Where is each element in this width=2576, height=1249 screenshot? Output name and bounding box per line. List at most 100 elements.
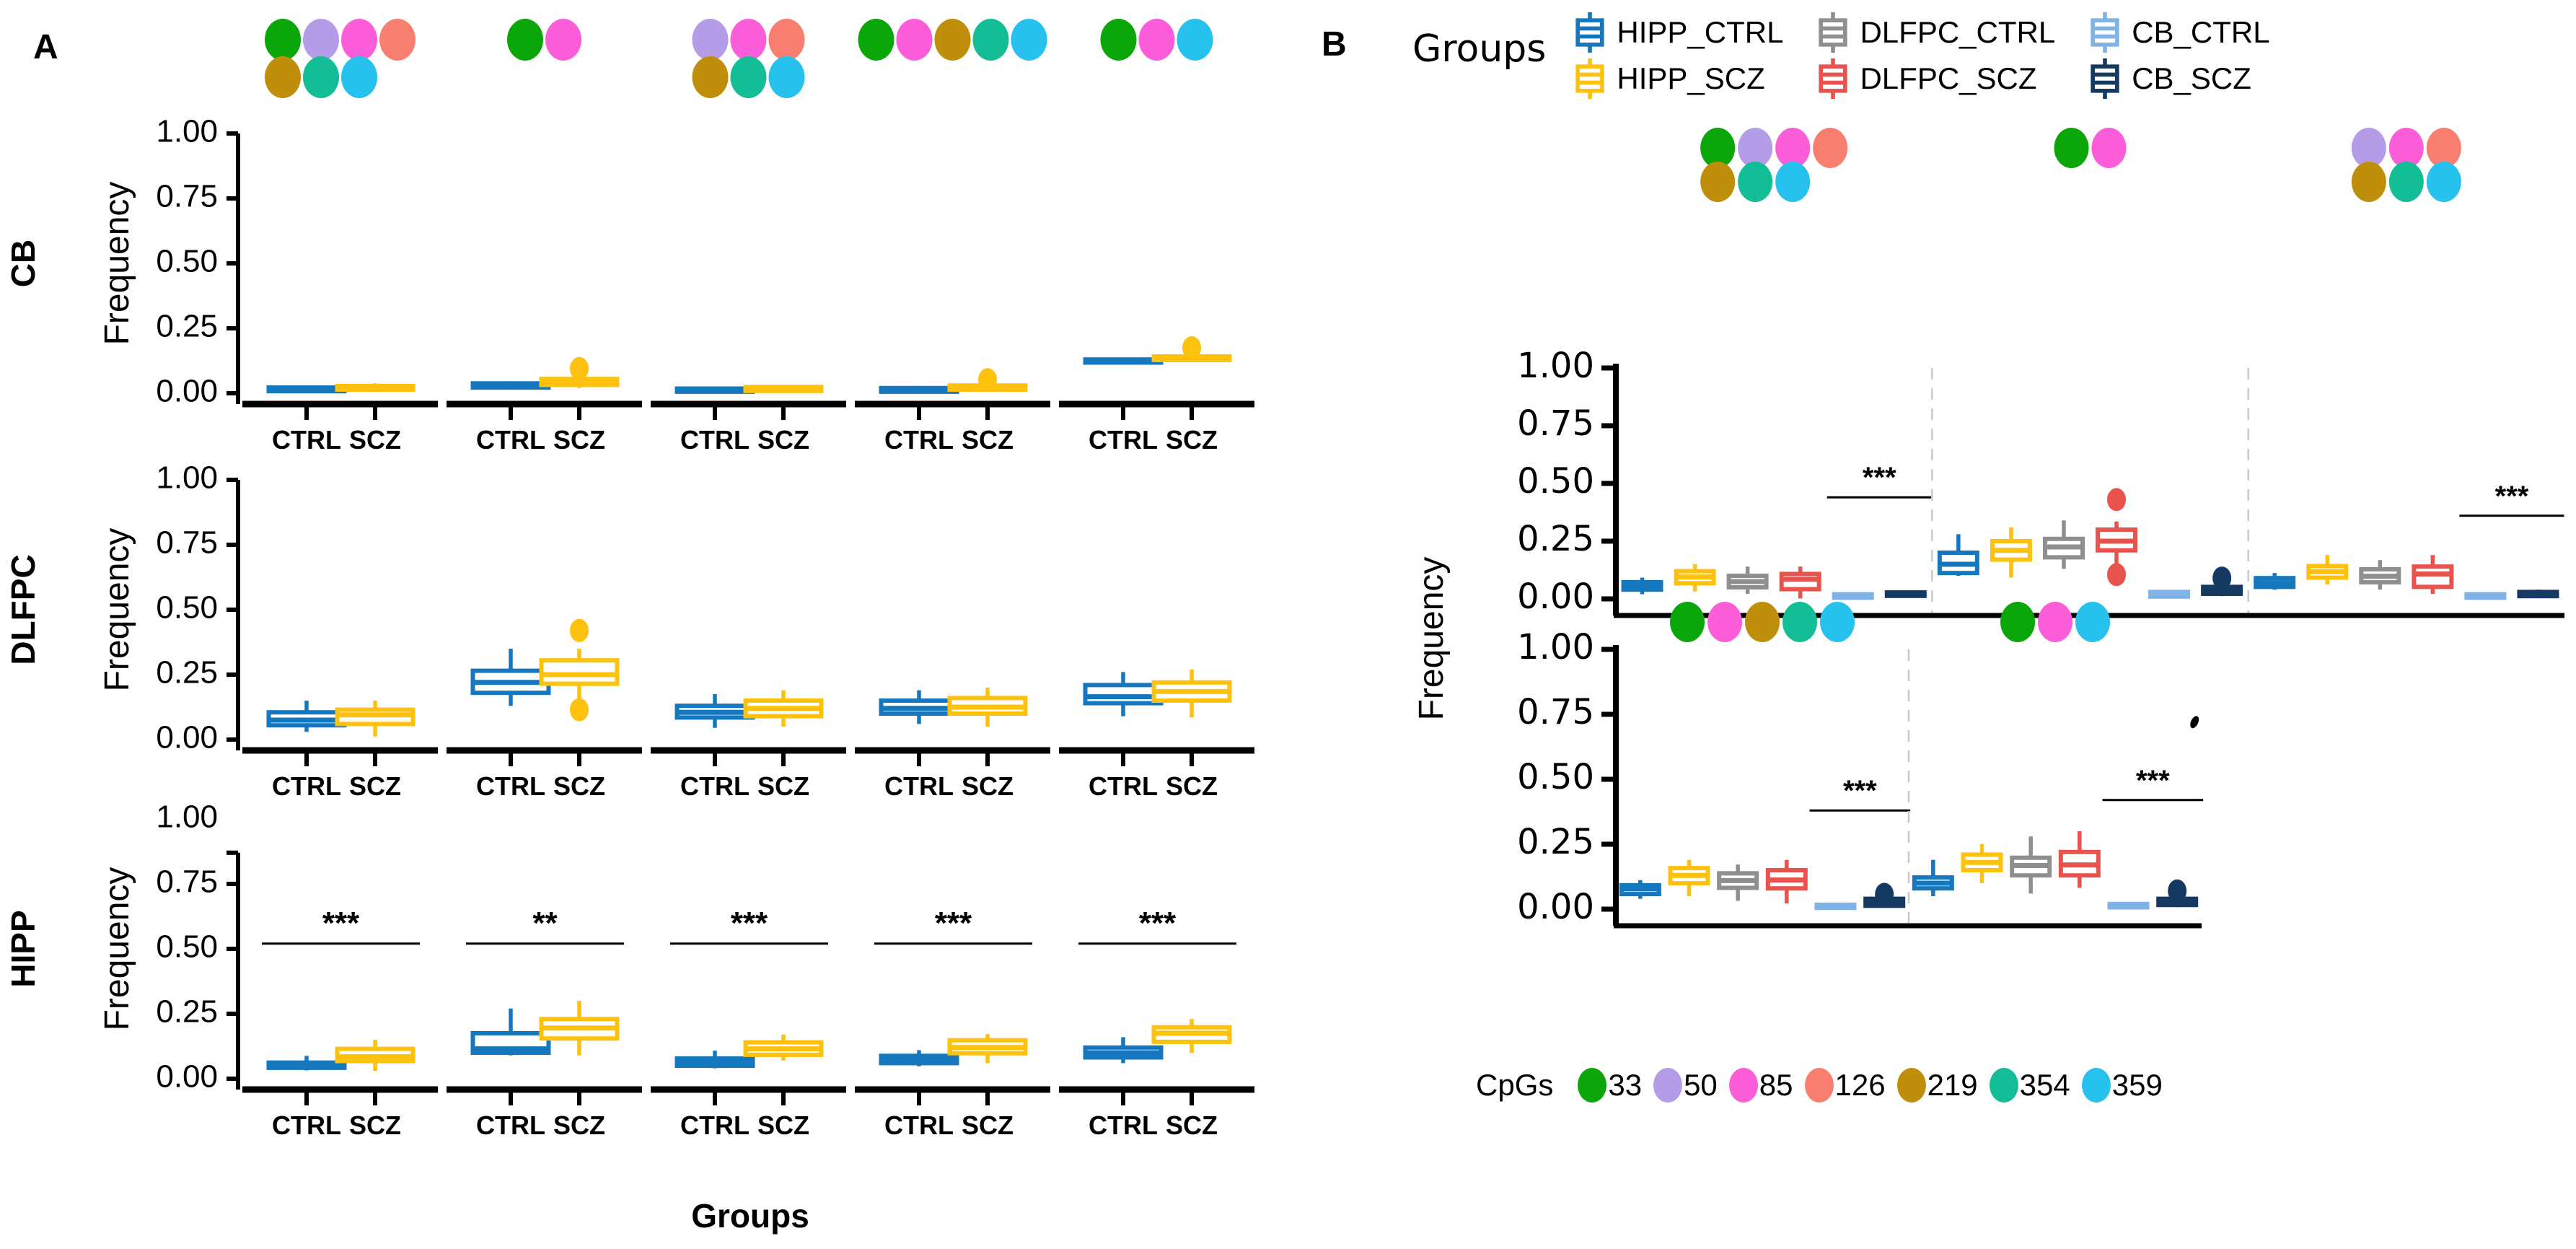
x-tick-label: CTRL (884, 771, 954, 801)
x-tick-label: SCZ (349, 1110, 401, 1140)
cpg-dot-33-icon (1100, 19, 1137, 61)
boxplot-CTRL (879, 690, 959, 724)
boxplot-DLFPC_CTRL (2042, 520, 2085, 569)
stray-mark (2190, 716, 2199, 729)
y-tick-label: 0.00 (1517, 577, 1594, 617)
cpgs-legend-title: CpGs (1476, 1068, 1554, 1102)
y-tick-label: 0.75 (156, 864, 218, 900)
row-label: HIPP (4, 910, 42, 987)
y-tick-label: 0.00 (156, 720, 218, 755)
cpg-dot-33-icon (507, 19, 543, 61)
boxplot-CTRL (674, 386, 755, 394)
panel-a-row-DLFPC: DLFPC Frequency 1.00 0.75 0.50 0.25 0.00 CTRL SC… (4, 460, 1254, 801)
significance-stars: *** (1863, 462, 1896, 494)
y-tick-label: 0.25 (1517, 519, 1594, 559)
x-tick-label: SCZ (349, 771, 401, 801)
x-tick-label: CTRL (476, 771, 545, 801)
x-tick-label: SCZ (553, 1110, 605, 1140)
cpg-dot-354-icon (730, 56, 767, 98)
boxplot-SCZ (335, 383, 416, 392)
outlier-dot (570, 356, 589, 380)
boxplot-HIPP_SCZ (2306, 555, 2349, 585)
boxplot-CTRL (674, 1051, 755, 1069)
cpg-dot-85-icon (1707, 602, 1742, 642)
cpg-dot-354-icon (303, 56, 339, 98)
cpg-dot-354-icon (1782, 602, 1817, 642)
boxplot-HIPP_CTRL (1912, 859, 1954, 896)
boxplot-CTRL (266, 1056, 347, 1071)
x-tick-label: CTRL (272, 771, 341, 801)
panel-b-label: B (1322, 25, 1347, 63)
cpg-dot-354-icon (2388, 162, 2424, 202)
boxplot-CB_CTRL (1832, 592, 1874, 600)
row-label: CB (4, 240, 42, 287)
boxplot-HIPP_SCZ (1668, 859, 1710, 896)
y-tick-label: 0.50 (156, 244, 218, 279)
cpg-dot-359-icon (1775, 162, 1811, 202)
cpg-label: 354 (2019, 1068, 2070, 1102)
cpg-legend-entry: 219 (1896, 1068, 1978, 1103)
significance-stars: *** (1139, 906, 1177, 941)
boxplot-CTRL (470, 1008, 551, 1056)
cpg-dot-85-icon (2091, 128, 2127, 168)
boxplot-HIPP_CTRL (1621, 577, 1663, 595)
outlier-dot (2107, 488, 2127, 512)
y-tick-label: 0.00 (156, 374, 218, 409)
outlier-dot (570, 698, 589, 722)
x-tick-label: SCZ (349, 425, 401, 455)
boxplot-glyph-icon (1575, 12, 1605, 53)
outlier-dot (2212, 566, 2232, 590)
panel-a-row-HIPP: HIPP Frequency 1.00 0.75 0.50 0.25 0.00 CTRL SCZ… (4, 799, 1254, 1140)
cpg-dot-359-icon (1820, 602, 1855, 642)
legend-entry-label: CB_SCZ (2132, 61, 2251, 95)
boxplot-HIPP_CTRL (1619, 880, 1661, 899)
boxplot-CB_CTRL (2148, 590, 2191, 599)
boxplot-SCZ (1151, 669, 1232, 718)
cpg-dot-219-icon (1700, 162, 1736, 202)
cpg-dot-219-icon (934, 19, 971, 61)
boxplot-CB_CTRL (1814, 902, 1857, 911)
boxplot-CTRL (879, 1050, 959, 1066)
cpg-dot-126-icon (768, 19, 805, 61)
boxplot-glyph-icon (2091, 12, 2119, 53)
cpg-dot-33-icon (265, 19, 301, 61)
cpg-dot-33-icon (2054, 128, 2089, 168)
legend-entry-label: CB_CTRL (2132, 15, 2270, 49)
significance-stars: *** (2495, 481, 2529, 512)
boxplot-CTRL (1083, 672, 1164, 716)
cpg-dot-85-icon (730, 19, 767, 61)
groups-legend: Groups HIPP_CTRL HI (1412, 6, 2270, 101)
boxplot-CB_SCZ (2517, 590, 2559, 599)
panel-b-plot-lower: 1.00 0.75 0.50 0.25 0.00 *** *** (1517, 602, 2204, 929)
legend-entry-label: HIPP_CTRL (1617, 15, 1784, 49)
x-tick-label: CTRL (476, 1110, 545, 1140)
boxplot-CB_CTRL (2464, 592, 2507, 600)
boxplot-CTRL (674, 694, 755, 728)
cpg-dot-126-icon (1813, 128, 1848, 168)
x-tick-label: SCZ (962, 771, 1014, 801)
x-tick-label: SCZ (962, 1110, 1014, 1140)
cpg-dot-126-icon (2426, 128, 2461, 168)
x-tick-label: CTRL (680, 425, 749, 455)
cpg-dot-50-icon (2351, 128, 2386, 168)
y-tick-label: 1.00 (1517, 346, 1594, 386)
y-tick-label: 0.50 (1517, 461, 1594, 501)
y-tick-label: 0.75 (156, 179, 218, 214)
boxplot-SCZ (743, 1034, 824, 1061)
groups-legend-title: Groups (1412, 27, 1547, 71)
y-axis-title: Frequency (98, 867, 136, 1031)
boxplot-CTRL (266, 385, 347, 394)
y-tick-label: 0.25 (1517, 822, 1594, 862)
cpg-dot-85-icon (1775, 128, 1811, 168)
cpg-dot-219-icon (265, 56, 301, 98)
cpg-dot-85-icon (1138, 19, 1175, 61)
boxplot-DLFPC_CTRL (1717, 864, 1759, 901)
groups-legend-entries: HIPP_CTRL HIPP_SCZ (1575, 6, 2270, 101)
outlier-dot (2168, 879, 2187, 903)
cpg-dot-219-icon (1745, 602, 1780, 642)
y-tick-label: 1.00 (1517, 627, 1594, 667)
x-tick-label: SCZ (757, 425, 809, 455)
panel-a-label: A (33, 28, 58, 66)
x-tick-label: SCZ (757, 771, 809, 801)
